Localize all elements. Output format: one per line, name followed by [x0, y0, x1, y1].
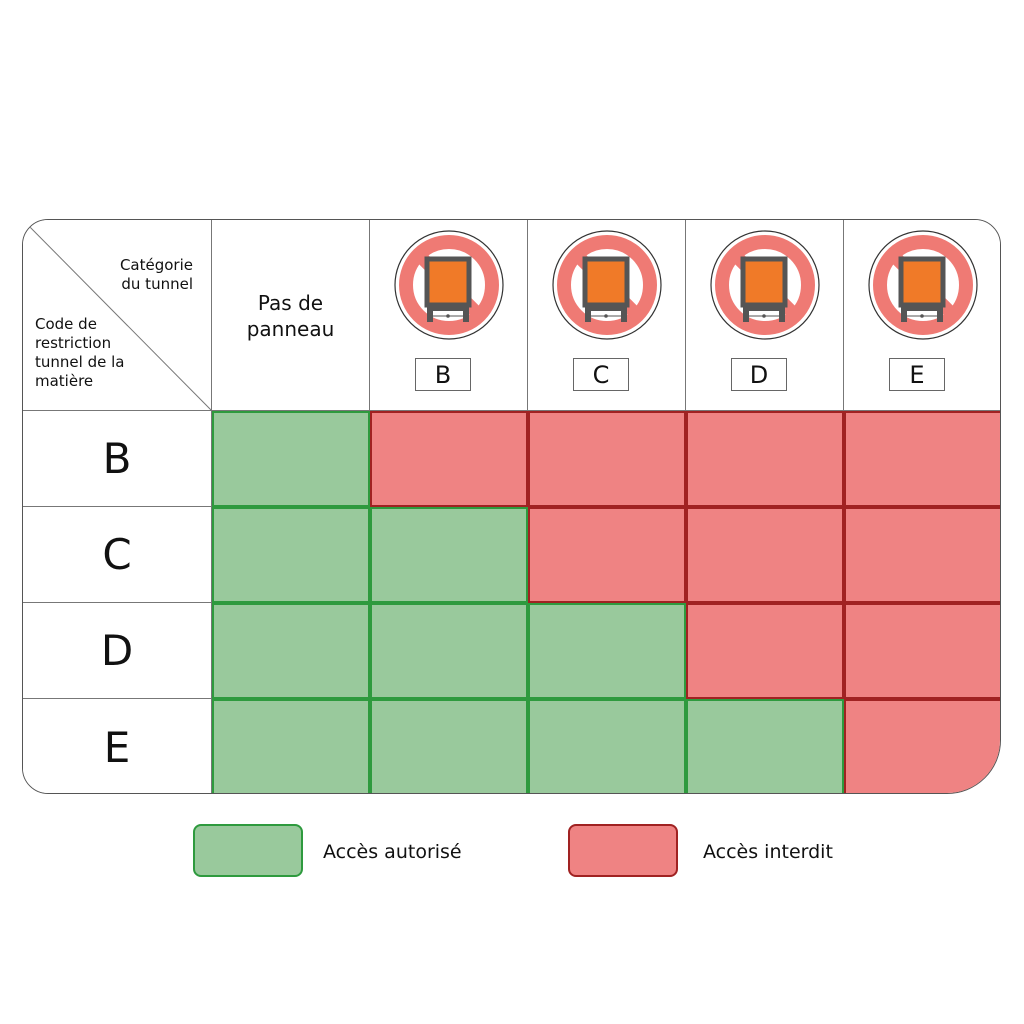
access-cell-E-D-allowed — [686, 699, 844, 793]
category-label-B: B — [415, 358, 471, 391]
access-cell-B-none-allowed — [212, 411, 370, 507]
access-cell-C-none-allowed — [212, 507, 370, 603]
access-cell-B-B-forbidden — [370, 411, 528, 507]
access-cell-B-D-forbidden — [686, 411, 844, 507]
row-header-D: D — [23, 603, 212, 699]
column-header-none: Pas de panneau — [212, 220, 370, 411]
access-cell-D-E-forbidden — [844, 603, 1000, 699]
legend-forbidden-swatch — [568, 824, 678, 877]
access-cell-C-E-forbidden — [844, 507, 1000, 603]
column-header-B: B — [370, 220, 528, 411]
access-cell-C-B-allowed — [370, 507, 528, 603]
row-header-C: C — [23, 507, 212, 603]
access-cell-C-C-forbidden — [528, 507, 686, 603]
no-sign-label: Pas de panneau — [246, 291, 335, 341]
legend-forbidden-label: Accès interdit — [703, 841, 833, 863]
access-cell-B-E-forbidden — [844, 411, 1000, 507]
category-label-D: D — [731, 358, 787, 391]
access-cell-E-B-allowed — [370, 699, 528, 793]
access-cell-C-D-forbidden — [686, 507, 844, 603]
tunnel-access-table: Catégorie du tunnel Code de restriction … — [22, 219, 1001, 794]
legend-allowed-label: Accès autorisé — [323, 841, 462, 863]
access-cell-E-C-allowed — [528, 699, 686, 793]
no-dangerous-goods-vehicles-icon — [868, 230, 978, 340]
corner-diagonal-line — [23, 220, 212, 411]
row-header-E: E — [23, 699, 212, 793]
access-cell-D-B-allowed — [370, 603, 528, 699]
no-dangerous-goods-vehicles-icon — [552, 230, 662, 340]
restriction-code-label: Code de restriction tunnel de la matière — [35, 315, 125, 390]
no-dangerous-goods-vehicles-icon — [710, 230, 820, 340]
column-header-D: D — [686, 220, 844, 411]
category-label-C: C — [573, 358, 629, 391]
access-cell-E-E-forbidden — [844, 699, 1000, 793]
access-cell-D-D-forbidden — [686, 603, 844, 699]
access-cell-D-none-allowed — [212, 603, 370, 699]
legend-allowed-swatch — [193, 824, 303, 877]
no-dangerous-goods-vehicles-icon — [394, 230, 504, 340]
column-header-E: E — [844, 220, 1000, 411]
tunnel-category-label: Catégorie du tunnel — [119, 256, 193, 293]
access-cell-B-C-forbidden — [528, 411, 686, 507]
column-header-C: C — [528, 220, 686, 411]
category-label-E: E — [889, 358, 945, 391]
row-header-B: B — [23, 411, 212, 507]
corner-header-cell: Catégorie du tunnel Code de restriction … — [23, 220, 212, 411]
access-cell-D-C-allowed — [528, 603, 686, 699]
access-cell-E-none-allowed — [212, 699, 370, 793]
